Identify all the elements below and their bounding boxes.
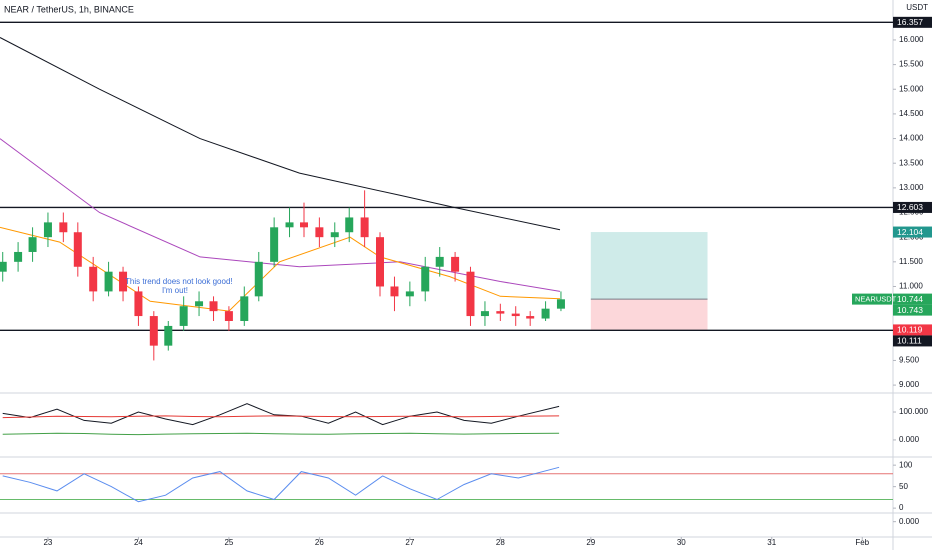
y-tick-label: 50	[899, 482, 908, 491]
price-tag-label: 12.104	[897, 227, 923, 237]
price-tag-label: 16.357	[897, 17, 923, 27]
price-tag-label: 10.119	[897, 325, 923, 335]
x-tick-label: 24	[134, 538, 143, 547]
symbol-tag-label: NEARUSDT	[855, 295, 897, 304]
price-tag	[893, 304, 932, 316]
y-tick-label: 100	[899, 460, 913, 469]
candle-body	[451, 256, 460, 272]
y-tick-label: 15.000	[899, 84, 924, 93]
candle-body	[345, 217, 354, 233]
profit-zone	[590, 232, 708, 300]
candle-body	[376, 237, 384, 287]
candle-body	[300, 222, 308, 228]
y-tick-label: 0	[899, 503, 904, 512]
indicator-line	[2, 415, 560, 419]
indicator-line	[2, 403, 560, 426]
y-tick-label: 9.000	[899, 380, 920, 389]
candle-body	[285, 222, 294, 228]
y-tick-label: 16.000	[899, 35, 924, 44]
symbol-tag	[852, 293, 892, 305]
price-tag-label: 10.743	[897, 305, 923, 315]
indicator-line	[0, 226, 561, 312]
x-tick-label: 26	[315, 538, 324, 547]
candle-body	[43, 222, 52, 238]
candle-body	[209, 301, 218, 312]
price-tag-label: 10.744	[897, 294, 923, 304]
candle-body	[556, 299, 565, 309]
candle-body	[224, 311, 233, 321]
candle-body	[104, 271, 113, 292]
indicator-line	[2, 466, 560, 503]
candle-body	[0, 261, 7, 272]
loss-zone	[590, 299, 708, 330]
indicator-line	[0, 37, 561, 231]
candle-body	[59, 222, 68, 233]
y-tick-label: 0.000	[899, 517, 920, 526]
y-tick-label: 9.500	[899, 356, 920, 365]
candle-body	[330, 232, 339, 238]
price-tag-label: 10.111	[897, 336, 922, 346]
candle-body	[405, 291, 414, 297]
y-tick-label: 15.500	[899, 60, 924, 69]
price-tag-label: 12.603	[897, 202, 923, 212]
candle-body	[73, 232, 82, 267]
candle-body	[480, 311, 489, 317]
price-tag	[893, 335, 932, 347]
y-tick-label: 11.500	[899, 257, 923, 266]
indicator-line	[2, 432, 560, 436]
x-tick-label: Feb	[855, 538, 869, 547]
y-tick-label: 0.000	[899, 435, 920, 444]
chart-title: NEAR / TetherUS, 1h, BINANCE	[4, 4, 134, 14]
candle-body	[496, 311, 505, 314]
candle-body	[134, 291, 143, 317]
x-tick-label: 25	[224, 538, 233, 547]
y-tick-label: 14.500	[899, 109, 924, 118]
indicator-line	[0, 138, 561, 292]
price-tag	[893, 226, 932, 238]
candle-body	[541, 308, 550, 319]
candle-body	[315, 227, 324, 238]
candle-body	[390, 286, 399, 297]
annotation: I'm out!	[162, 286, 188, 295]
candle-body	[240, 296, 249, 321]
x-tick-label: 27	[405, 538, 414, 547]
candle-body	[526, 316, 535, 319]
candle-body	[360, 217, 369, 238]
candle-body	[149, 316, 158, 346]
x-tick-label: 23	[43, 538, 52, 547]
price-tag	[893, 201, 932, 213]
y-tick-label: 11.000	[899, 282, 923, 291]
candle-body	[179, 306, 188, 326]
currency: USDT	[906, 3, 928, 12]
x-tick-label: 31	[767, 538, 776, 547]
candle-body	[89, 266, 98, 292]
y-tick-label: 13.500	[899, 158, 924, 167]
price-tag	[893, 16, 932, 28]
candle-body	[421, 266, 430, 292]
y-tick-label: 13.000	[899, 183, 924, 192]
candle-body	[164, 325, 173, 346]
candle-body	[254, 261, 263, 297]
candle-body	[435, 256, 444, 267]
y-tick-label: 14.000	[899, 134, 924, 143]
price-tag	[893, 324, 932, 336]
candle-body	[195, 301, 204, 307]
candle-body	[511, 313, 520, 317]
x-tick-label: 29	[586, 538, 595, 547]
candle-body	[270, 227, 279, 262]
x-tick-label: 30	[677, 538, 686, 547]
x-tick-label: 28	[496, 538, 505, 547]
candle-body	[14, 251, 23, 262]
price-tag	[893, 293, 932, 305]
candle-body	[466, 271, 475, 317]
y-tick-label: 100.000	[899, 407, 928, 416]
candle-body	[28, 237, 37, 252]
candle-body	[119, 271, 128, 292]
annotation: This trend does not look good!	[125, 277, 233, 286]
